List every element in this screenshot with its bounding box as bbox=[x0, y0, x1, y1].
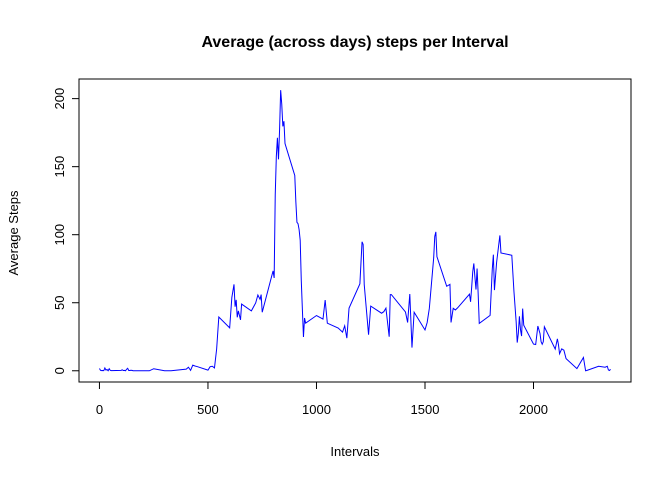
x-tick-label: 2000 bbox=[519, 402, 548, 417]
y-tick-label: 100 bbox=[52, 224, 67, 246]
y-tick-label: 50 bbox=[52, 296, 67, 310]
y-axis-label: Average Steps bbox=[6, 190, 21, 276]
x-tick-label: 500 bbox=[197, 402, 219, 417]
y-tick-label: 0 bbox=[52, 367, 67, 374]
x-tick-label: 1500 bbox=[411, 402, 440, 417]
y-tick-label: 150 bbox=[52, 156, 67, 178]
x-tick-label: 0 bbox=[96, 402, 103, 417]
x-axis-label: Intervals bbox=[330, 444, 380, 459]
y-tick-label: 200 bbox=[52, 88, 67, 110]
x-tick-label: 1000 bbox=[302, 402, 331, 417]
chart-title: Average (across days) steps per Interval bbox=[201, 34, 508, 51]
plot-box bbox=[78, 78, 632, 383]
data-line bbox=[99, 90, 611, 372]
